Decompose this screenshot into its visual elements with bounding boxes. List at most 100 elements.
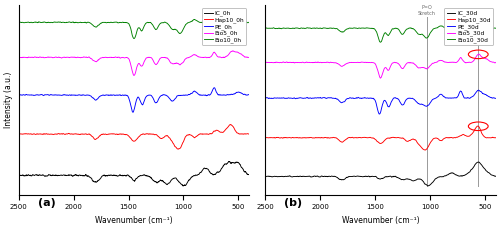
Hap10_0h: [46, 133, 52, 136]
X-axis label: Wavenumber (cm⁻¹): Wavenumber (cm⁻¹): [342, 216, 419, 225]
Bio10_0h: [229, 13, 235, 15]
PE_30d: [301, 97, 307, 100]
Hap10_0h: [94, 137, 100, 140]
Line: Bio5_0h: Bio5_0h: [18, 51, 250, 75]
Bio5_30d: [493, 61, 499, 64]
IC_30d: [362, 175, 368, 177]
IC_30d: [384, 175, 390, 178]
IC_30d: [340, 178, 346, 181]
Bio10_0h: [142, 23, 148, 26]
PE_30d: [362, 97, 368, 99]
Bio10_0h: [246, 21, 252, 24]
Bio5_30d: [384, 67, 390, 70]
Hap10_30d: [293, 136, 299, 139]
Bio10_30d: [493, 27, 499, 30]
Bio10_0h: [54, 21, 60, 24]
PE_0h: [212, 86, 218, 89]
PE_0h: [130, 111, 136, 114]
PE_0h: [116, 94, 122, 96]
PE_0h: [54, 94, 60, 96]
Line: IC_0h: IC_0h: [18, 161, 250, 186]
Bio10_0h: [131, 37, 137, 40]
Bio5_0h: [46, 56, 52, 59]
Legend: IC_30d, Hap10_30d, PE_30d, Bio5_30d, Bio10_30d: IC_30d, Hap10_30d, PE_30d, Bio5_30d, Bio…: [444, 8, 493, 45]
Bio5_0h: [16, 56, 22, 59]
Bio10_30d: [293, 27, 299, 30]
IC_0h: [246, 173, 252, 176]
IC_30d: [262, 175, 268, 178]
PE_30d: [262, 97, 268, 100]
IC_0h: [226, 160, 232, 163]
Hap10_30d: [475, 125, 481, 127]
IC_30d: [388, 175, 394, 178]
Bio10_30d: [475, 17, 481, 20]
Hap10_0h: [142, 133, 148, 136]
Text: HCA: HCA: [472, 11, 484, 16]
IC_30d: [301, 175, 307, 178]
IC_0h: [137, 174, 143, 177]
PE_30d: [376, 113, 382, 115]
PE_30d: [476, 89, 482, 92]
Bio5_30d: [293, 61, 299, 64]
Bio5_30d: [262, 61, 268, 64]
Hap10_30d: [422, 149, 428, 151]
Bio10_0h: [116, 22, 122, 24]
Text: P=O
Stretch: P=O Stretch: [418, 5, 436, 16]
IC_30d: [425, 185, 431, 187]
Hap10_0h: [54, 133, 60, 135]
Line: Bio5_30d: Bio5_30d: [265, 54, 496, 78]
Text: (b): (b): [284, 198, 302, 208]
Hap10_30d: [362, 136, 368, 139]
Hap10_0h: [116, 133, 122, 136]
Text: (a): (a): [38, 198, 56, 208]
Hap10_0h: [228, 123, 234, 126]
Line: Bio10_30d: Bio10_30d: [265, 18, 496, 42]
Line: PE_0h: PE_0h: [18, 88, 250, 112]
IC_30d: [293, 175, 299, 178]
Bio10_30d: [378, 41, 384, 44]
Bio5_0h: [131, 74, 137, 77]
Bio5_0h: [246, 56, 252, 59]
Bio5_0h: [137, 63, 143, 66]
PE_30d: [384, 102, 390, 104]
Bio10_30d: [362, 27, 368, 30]
Bio5_0h: [230, 49, 236, 52]
IC_0h: [54, 174, 60, 177]
Bio10_30d: [388, 29, 394, 32]
Bio5_0h: [116, 56, 122, 58]
IC_0h: [142, 173, 148, 176]
Bio5_30d: [340, 65, 346, 67]
Bio10_30d: [340, 30, 346, 33]
Bio5_30d: [388, 63, 394, 66]
Y-axis label: Intensity (a.u.): Intensity (a.u.): [4, 72, 13, 128]
PE_30d: [293, 97, 299, 100]
IC_0h: [16, 174, 22, 176]
IC_30d: [476, 161, 482, 163]
PE_30d: [388, 100, 394, 103]
PE_30d: [340, 101, 346, 104]
PE_0h: [142, 98, 148, 101]
PE_0h: [137, 99, 143, 102]
Hap10_0h: [246, 133, 252, 136]
Bio10_0h: [137, 27, 143, 30]
Bio5_30d: [362, 61, 368, 64]
Bio5_30d: [301, 61, 307, 64]
Bio5_30d: [476, 53, 482, 56]
Bio10_30d: [384, 33, 390, 35]
PE_0h: [246, 93, 252, 96]
PE_0h: [46, 94, 52, 97]
Legend: IC_0h, Hap10_0h, PE_0h, Bio5_0h, Bio10_0h: IC_0h, Hap10_0h, PE_0h, Bio5_0h, Bio10_0…: [202, 8, 246, 45]
Bio5_30d: [378, 77, 384, 79]
IC_0h: [46, 174, 52, 176]
Bio10_30d: [301, 27, 307, 30]
Hap10_30d: [388, 136, 394, 139]
Line: Bio10_0h: Bio10_0h: [18, 14, 250, 38]
PE_30d: [493, 97, 499, 100]
Bio10_0h: [94, 26, 100, 28]
Line: Hap10_30d: Hap10_30d: [265, 126, 496, 150]
Bio10_30d: [262, 27, 268, 30]
PE_0h: [94, 98, 100, 101]
Bio5_0h: [54, 56, 60, 59]
Hap10_30d: [262, 136, 268, 139]
PE_0h: [16, 94, 22, 97]
